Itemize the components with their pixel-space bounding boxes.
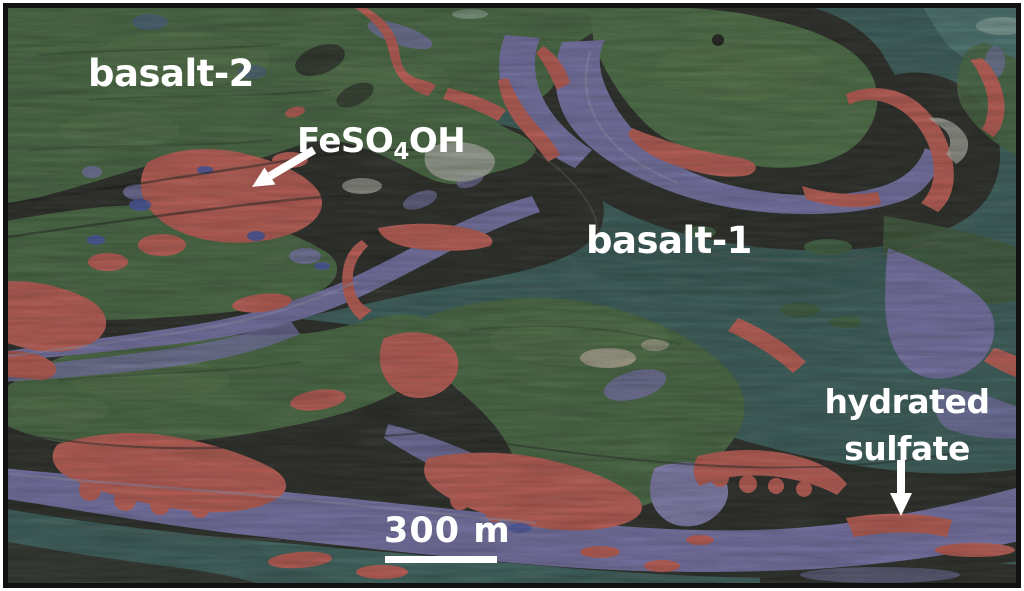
feso4oh-arrow — [252, 146, 317, 187]
hydrated-sulfate-arrow — [890, 460, 912, 516]
feso4oh-label-subscript: 4 — [393, 139, 409, 165]
basalt1-label: basalt-1 — [586, 219, 752, 262]
feso4oh-label: FeSO4OH — [297, 121, 466, 164]
scale-bar — [385, 556, 497, 563]
feso4oh-label-prefix: FeSO — [297, 121, 394, 161]
feso4oh-label-suffix: OH — [408, 121, 466, 161]
hydrated-sulfate-label-line2: sulfate — [844, 429, 970, 468]
hydrated-sulfate-label-line1: hydrated — [824, 382, 990, 421]
hydrated-sulfate-label: hydrated sulfate — [812, 378, 1002, 472]
figure-frame-border — [3, 3, 1021, 588]
scale-bar-label: 300 m — [384, 511, 511, 551]
basalt2-label: basalt-2 — [88, 52, 254, 95]
